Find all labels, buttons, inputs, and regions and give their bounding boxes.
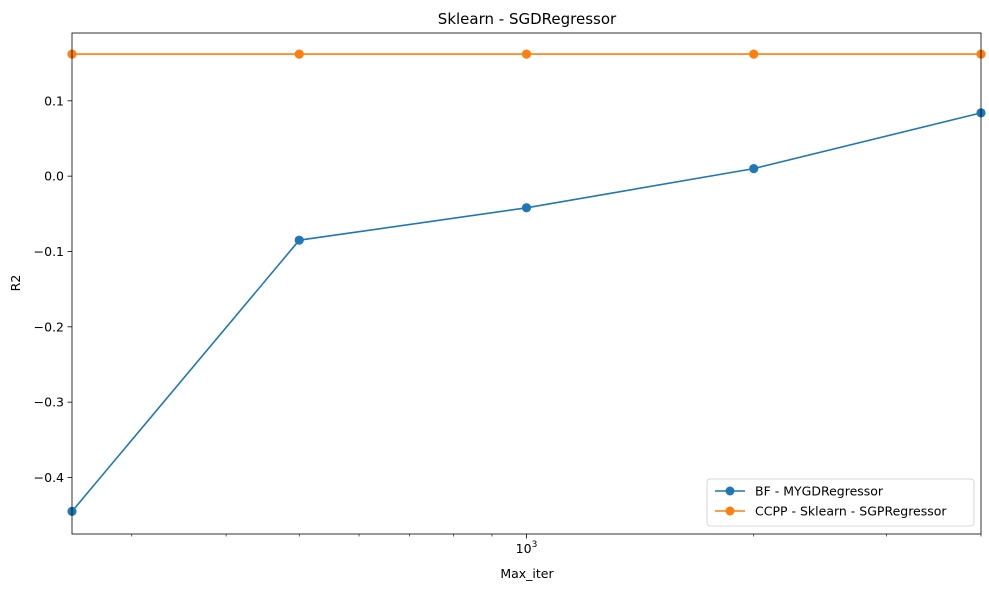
data-point-0-1 — [294, 235, 304, 245]
plot-series — [67, 49, 986, 516]
plot-frame — [71, 32, 982, 535]
legend-label-bf: BF - MYGDRegressor — [755, 484, 884, 499]
y-tick-label-1: −0.3 — [34, 395, 64, 410]
legend-marker-ccpp — [725, 506, 735, 516]
data-point-0-3 — [749, 164, 759, 174]
data-point-0-2 — [521, 203, 532, 213]
y-tick-label-3: −0.1 — [34, 244, 64, 259]
y-tick-label-2: −0.2 — [34, 319, 64, 334]
x-tick-label-0: 103 — [516, 540, 538, 556]
data-point-1-3 — [749, 49, 759, 59]
data-point-1-2 — [521, 49, 532, 59]
x-axis-label: Max_iter — [500, 566, 554, 581]
legend-marker-bf — [725, 486, 735, 496]
legend-label-ccpp: CCPP - Sklearn - SGPRegressor — [755, 504, 947, 519]
y-axis: −0.4 −0.3 −0.2 −0.1 0.0 0.1 — [34, 93, 72, 485]
legend-box — [706, 478, 975, 527]
legend: BF - MYGDRegressor CCPP - Sklearn - SGPR… — [706, 478, 975, 527]
y-tick-label-5: 0.1 — [44, 93, 64, 108]
data-point-1-1 — [294, 49, 304, 59]
chart-title: Sklearn - SGDRegressor — [438, 10, 617, 28]
y-axis-label: R2 — [8, 275, 23, 292]
x-axis: 103 — [131, 534, 982, 556]
y-tick-label-4: 0.0 — [44, 169, 64, 184]
y-tick-label-0: −0.4 — [34, 470, 64, 485]
series-line-0 — [71, 112, 982, 512]
